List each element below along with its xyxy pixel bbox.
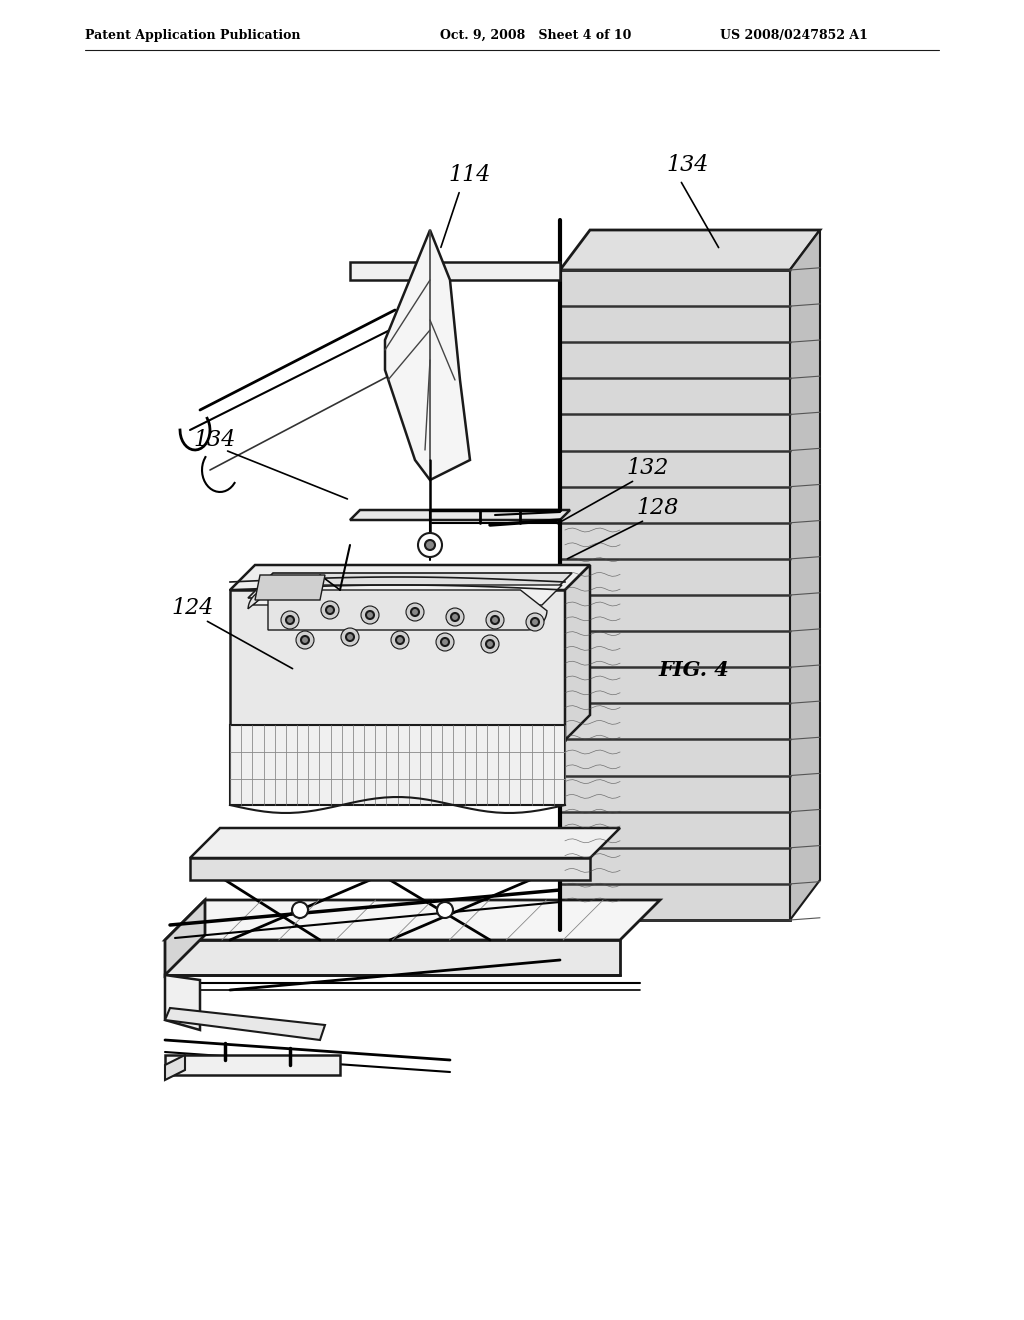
Circle shape [481,635,499,653]
Circle shape [321,601,339,619]
Polygon shape [560,271,790,920]
Circle shape [526,612,544,631]
Circle shape [292,902,308,917]
Circle shape [446,609,464,626]
Circle shape [441,638,449,645]
Circle shape [366,611,374,619]
Circle shape [490,616,499,624]
Circle shape [346,634,354,642]
Text: 134: 134 [194,429,237,451]
Circle shape [286,616,294,624]
Polygon shape [230,565,590,590]
Polygon shape [350,510,570,520]
Polygon shape [255,576,325,601]
Polygon shape [165,975,200,1030]
Circle shape [436,634,454,651]
Circle shape [326,606,334,614]
Circle shape [425,540,435,550]
Circle shape [437,902,453,917]
Text: Patent Application Publication: Patent Application Publication [85,29,300,41]
Text: US 2008/0247852 A1: US 2008/0247852 A1 [720,29,868,41]
Circle shape [391,631,409,649]
Polygon shape [165,1055,185,1080]
Circle shape [486,640,494,648]
Circle shape [406,603,424,620]
Polygon shape [385,230,470,480]
Circle shape [396,636,404,644]
Circle shape [486,611,504,630]
Polygon shape [565,565,590,741]
Text: 132: 132 [627,457,670,479]
Polygon shape [350,261,560,280]
Polygon shape [248,573,572,598]
Circle shape [301,636,309,644]
Text: 128: 128 [637,498,679,519]
Circle shape [411,609,419,616]
Polygon shape [230,590,565,741]
Polygon shape [790,230,820,920]
Text: 114: 114 [449,164,492,186]
Circle shape [361,606,379,624]
Circle shape [341,628,359,645]
Polygon shape [165,1055,340,1074]
Polygon shape [248,590,547,630]
Circle shape [281,611,299,630]
Polygon shape [253,585,562,605]
Text: 124: 124 [172,597,214,619]
Text: 134: 134 [667,154,710,176]
Polygon shape [190,828,620,858]
Polygon shape [165,900,205,975]
Polygon shape [165,900,660,940]
Circle shape [451,612,459,620]
Circle shape [531,618,539,626]
Polygon shape [165,940,620,975]
Polygon shape [230,725,565,805]
Polygon shape [560,230,820,271]
Circle shape [418,533,442,557]
Text: Oct. 9, 2008   Sheet 4 of 10: Oct. 9, 2008 Sheet 4 of 10 [440,29,632,41]
Polygon shape [190,858,590,880]
Circle shape [296,631,314,649]
Text: FIG. 4: FIG. 4 [658,660,729,680]
Polygon shape [165,1008,325,1040]
